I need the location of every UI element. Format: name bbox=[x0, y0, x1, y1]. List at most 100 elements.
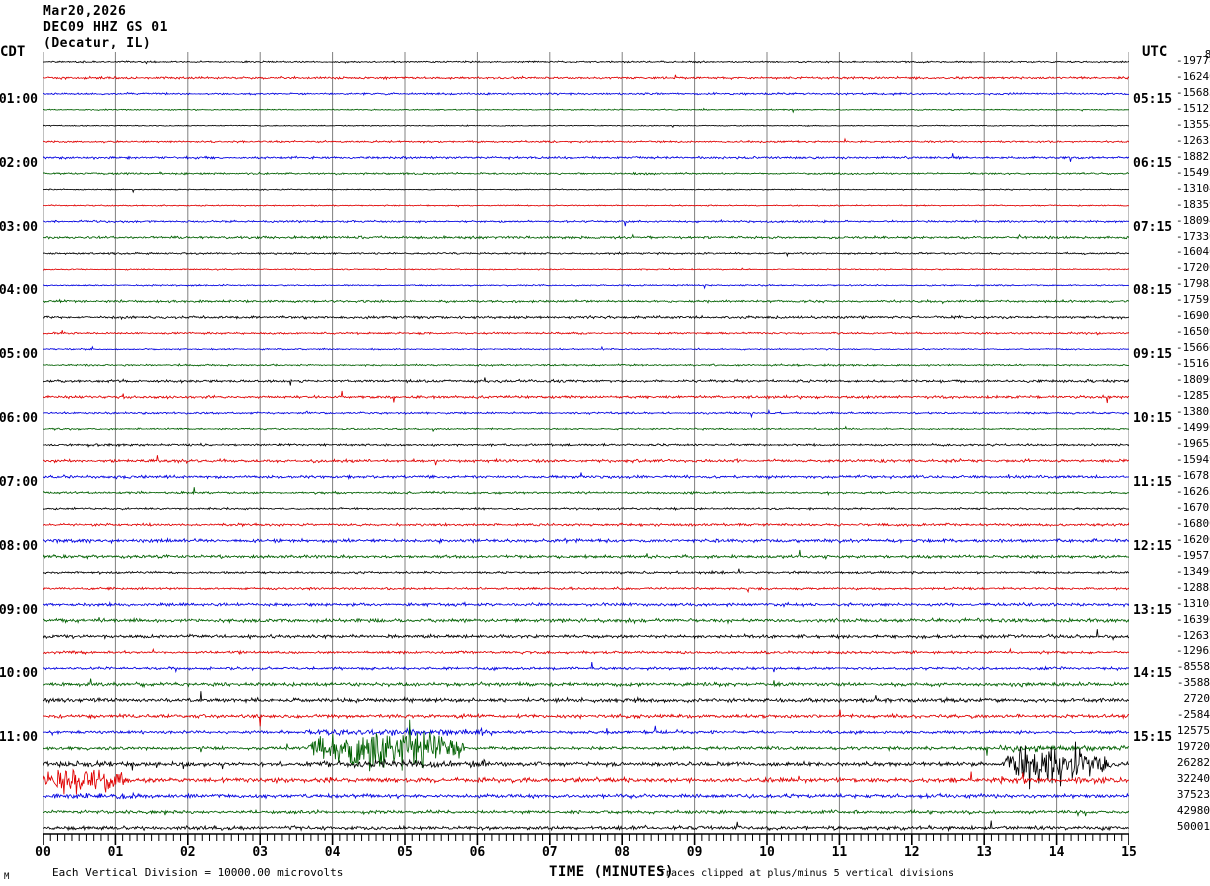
seismic-trace bbox=[43, 537, 1129, 545]
seismic-trace bbox=[43, 820, 1129, 833]
right-time-label: 11:15 bbox=[1133, 474, 1173, 490]
header-date: Mar20,2026 bbox=[43, 4, 127, 19]
left-time-label: 05:00 bbox=[0, 347, 38, 363]
left-time-label: 11:00 bbox=[0, 730, 38, 746]
seismic-trace bbox=[43, 768, 1129, 795]
seismic-trace bbox=[43, 124, 1129, 129]
seismic-trace bbox=[43, 345, 1129, 351]
x-tick-label: 07 bbox=[541, 845, 558, 860]
left-time-label: 04:00 bbox=[0, 283, 38, 299]
right-value-label: -18090 bbox=[1176, 373, 1210, 387]
right-value-label: -18094 bbox=[1176, 213, 1210, 227]
right-value-label: -16246 bbox=[1176, 69, 1210, 83]
seismic-trace bbox=[43, 719, 1129, 772]
right-value-label: 32240 bbox=[1176, 772, 1210, 786]
right-value-label: -17591 bbox=[1176, 293, 1210, 307]
seismic-trace bbox=[43, 107, 1129, 114]
seismic-trace bbox=[43, 487, 1129, 497]
seismic-trace bbox=[43, 377, 1129, 386]
corner-mark: M bbox=[4, 872, 10, 882]
seismic-trace bbox=[43, 506, 1129, 511]
seismic-trace bbox=[43, 267, 1129, 271]
seismic-trace bbox=[43, 298, 1129, 305]
seismic-trace bbox=[43, 218, 1129, 227]
right-value-label: -17330 bbox=[1176, 229, 1210, 243]
right-value-label: -13805 bbox=[1176, 405, 1210, 419]
right-value-label: -8558 bbox=[1176, 660, 1210, 674]
x-tick-label: 15 bbox=[1121, 845, 1137, 860]
right-time-label: 10:15 bbox=[1133, 411, 1173, 427]
right-value-label: 19720 bbox=[1176, 740, 1210, 754]
left-time-label: 07:00 bbox=[0, 474, 38, 490]
right-value-label: -15493 bbox=[1176, 165, 1210, 179]
right-value-label: -12885 bbox=[1176, 580, 1210, 594]
right-value-label: -16046 bbox=[1176, 245, 1210, 259]
x-tick-label: 08 bbox=[614, 845, 631, 860]
right-value-label: -19575 bbox=[1176, 548, 1210, 562]
right-value-label: -18359 bbox=[1176, 197, 1210, 211]
seismic-trace bbox=[43, 425, 1129, 433]
x-tick-label: 06 bbox=[469, 845, 486, 860]
right-value-label: -13554 bbox=[1176, 117, 1210, 131]
seismic-trace bbox=[43, 442, 1129, 448]
left-time-label: 01:00 bbox=[0, 91, 38, 107]
right-time-label: 09:15 bbox=[1133, 347, 1173, 363]
right-value-label: 12575 bbox=[1176, 724, 1210, 738]
right-time-label: 12:15 bbox=[1133, 538, 1173, 554]
seismic-trace bbox=[43, 808, 1129, 818]
right-value-label: -13490 bbox=[1176, 564, 1210, 578]
x-tick-label: 01 bbox=[107, 845, 124, 860]
left-time-label: 10:00 bbox=[0, 666, 38, 682]
seismic-trace bbox=[43, 74, 1129, 81]
seismic-trace bbox=[43, 409, 1129, 419]
clip-note: Traces clipped at plus/minus 5 vertical … bbox=[659, 868, 955, 879]
seismic-trace bbox=[43, 600, 1129, 608]
seismic-trace bbox=[43, 314, 1129, 321]
seismic-trace bbox=[43, 363, 1129, 368]
right-value-label: -15161 bbox=[1176, 357, 1210, 371]
right-value-label: 26282 bbox=[1176, 756, 1210, 770]
right-value-label: -16781 bbox=[1176, 468, 1210, 482]
seismic-trace bbox=[43, 647, 1129, 656]
seismic-trace bbox=[43, 586, 1129, 594]
seismic-trace bbox=[43, 390, 1129, 404]
x-tick-label: 11 bbox=[831, 845, 848, 860]
right-value-label: -16263 bbox=[1176, 484, 1210, 498]
header-location: (Decatur, IL) bbox=[43, 36, 152, 51]
seismic-trace bbox=[43, 251, 1129, 258]
seismic-trace bbox=[43, 137, 1129, 144]
x-tick-label: 09 bbox=[686, 845, 703, 860]
seismic-trace bbox=[43, 549, 1129, 560]
x-tick-label: 05 bbox=[397, 845, 413, 860]
seismic-trace bbox=[43, 204, 1129, 208]
right-time-label: 07:15 bbox=[1133, 219, 1173, 235]
left-timezone-label: CDT bbox=[0, 44, 26, 60]
right-value-label: -16396 bbox=[1176, 612, 1210, 626]
seismic-trace bbox=[43, 472, 1129, 481]
right-time-label: 15:15 bbox=[1133, 730, 1173, 746]
seismic-trace bbox=[43, 233, 1129, 240]
header-station: DEC09 HHZ GS 01 bbox=[43, 20, 168, 35]
seismic-trace bbox=[43, 616, 1129, 625]
right-value-label: -12637 bbox=[1176, 628, 1210, 642]
x-tick-label: 12 bbox=[903, 845, 920, 860]
right-value-label: -16701 bbox=[1176, 500, 1210, 514]
seismic-trace bbox=[43, 91, 1129, 97]
right-value-label: -16200 bbox=[1176, 532, 1210, 546]
seismic-trace bbox=[43, 455, 1129, 466]
right-value-label: -13108 bbox=[1176, 596, 1210, 610]
right-value-label: -19658 bbox=[1176, 437, 1210, 450]
left-time-label: 09:00 bbox=[0, 602, 38, 618]
right-value-label: -18825 bbox=[1176, 149, 1210, 163]
right-value-label: -17985 bbox=[1176, 277, 1210, 291]
right-value-label: -2584 bbox=[1176, 708, 1210, 722]
helicorder-plot[interactable] bbox=[43, 52, 1129, 845]
x-tick-label: 13 bbox=[976, 845, 993, 860]
right-time-label: 06:15 bbox=[1133, 155, 1173, 171]
right-value-label: -12965 bbox=[1176, 644, 1210, 658]
right-value-label: -16509 bbox=[1176, 325, 1210, 339]
seismic-trace bbox=[43, 709, 1129, 727]
x-tick-label: 02 bbox=[179, 845, 196, 860]
right-value-label: -14990 bbox=[1176, 421, 1210, 435]
seismic-trace bbox=[43, 568, 1129, 575]
